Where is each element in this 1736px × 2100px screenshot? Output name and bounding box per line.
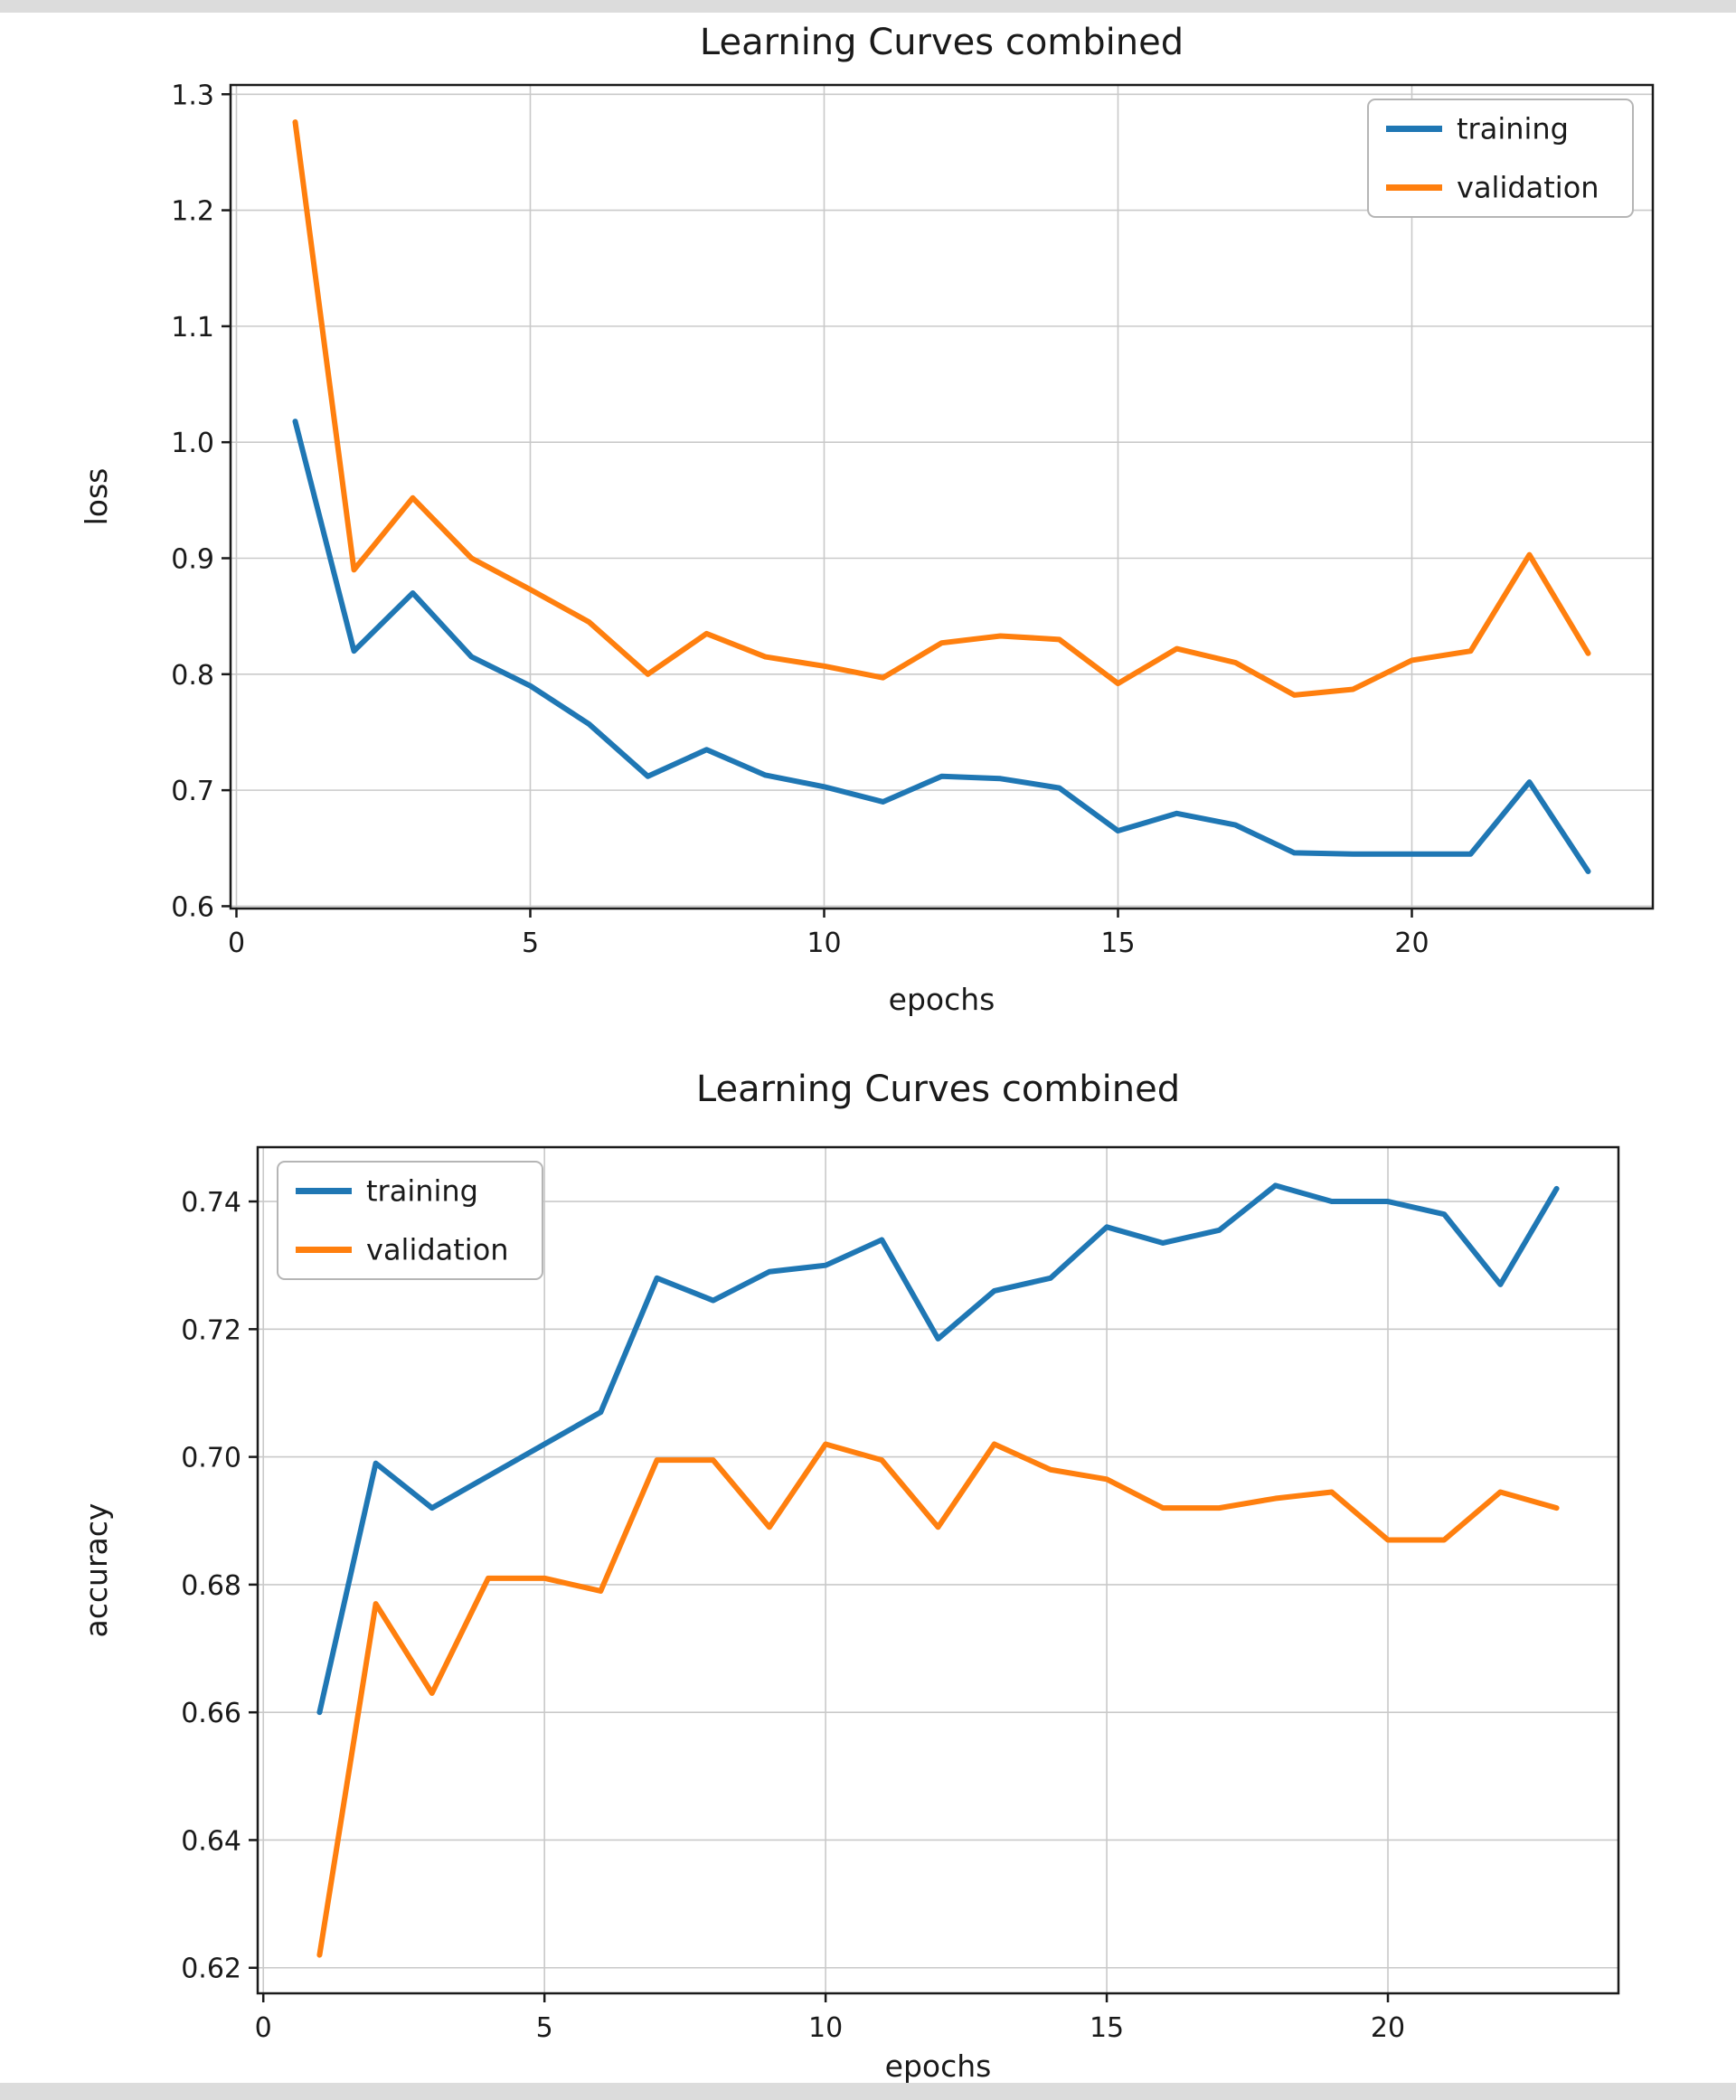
plot-border — [256, 1145, 1620, 1995]
legend: training validation — [277, 1161, 543, 1280]
y-tick-label: 0.8 — [171, 660, 214, 692]
loss-chart-title: Learning Curves combined — [699, 22, 1184, 63]
x-tick-label: 20 — [1371, 2012, 1405, 2044]
legend-validation-label: validation — [1457, 171, 1599, 205]
y-tick-label: 1.1 — [171, 312, 214, 344]
training-line — [316, 1182, 1560, 1716]
y-axis-label: accuracy — [79, 1503, 114, 1638]
y-tick-label: 0.6 — [171, 891, 214, 923]
legend: training validation — [1367, 99, 1634, 218]
y-tick-label: 0.7 — [171, 776, 214, 807]
x-axis-label: epochs — [889, 982, 995, 1017]
training-line — [292, 419, 1591, 874]
plot-border — [229, 83, 1655, 910]
y-axis-label: loss — [79, 468, 114, 526]
accuracy-figure: Learning Curves combined 0 5 10 15 20 0.62 0.6… — [0, 1052, 1736, 2083]
y-tick-label: 0.68 — [181, 1570, 241, 1602]
validation-line — [292, 119, 1591, 698]
x-tick-label: 15 — [1090, 2012, 1124, 2044]
y-tick-label: 1.2 — [171, 196, 214, 228]
x-tick-label: 5 — [536, 2012, 553, 2044]
x-tick-label: 5 — [522, 928, 539, 959]
top-edge-bar — [0, 0, 1736, 13]
x-tick-label: 10 — [808, 2012, 843, 2044]
legend-training-label: training — [366, 1174, 478, 1209]
x-tick-label: 15 — [1100, 928, 1135, 959]
x-tick-label: 0 — [228, 928, 245, 959]
loss-plot: 0 5 10 15 20 0.6 0.7 0.8 0.9 1.0 1.1 1.2 1.3 epochs lo… — [79, 80, 1655, 1017]
x-tick-label: 10 — [807, 928, 841, 959]
bottom-edge-bar — [0, 2083, 1736, 2100]
y-tick-label: 0.62 — [181, 1954, 241, 1985]
y-tick-label: 0.70 — [181, 1443, 241, 1474]
y-tick-label: 0.74 — [181, 1187, 241, 1219]
x-tick-label: 20 — [1394, 928, 1429, 959]
y-tick-label: 0.9 — [171, 544, 214, 576]
y-tick-label: 0.64 — [181, 1825, 241, 1857]
accuracy-chart-title: Learning Curves combined — [695, 1069, 1181, 1110]
x-axis-label: epochs — [885, 2048, 992, 2083]
y-tick-label: 0.66 — [181, 1698, 241, 1729]
y-tick-label: 1.3 — [171, 80, 214, 111]
validation-line — [316, 1441, 1560, 1958]
legend-validation-label: validation — [366, 1233, 509, 1267]
x-tick-label: 0 — [255, 2012, 272, 2044]
loss-figure: Learning Curves combined 0 5 10 15 20 0.6 0.7 0… — [0, 13, 1736, 1052]
accuracy-plot: 0 5 10 15 20 0.62 0.64 0.66 0.68 0.70 0.72 0.74 epoc… — [79, 1145, 1620, 2083]
legend-training-label: training — [1457, 112, 1569, 146]
y-tick-label: 1.0 — [171, 428, 214, 459]
y-tick-label: 0.72 — [181, 1314, 241, 1346]
